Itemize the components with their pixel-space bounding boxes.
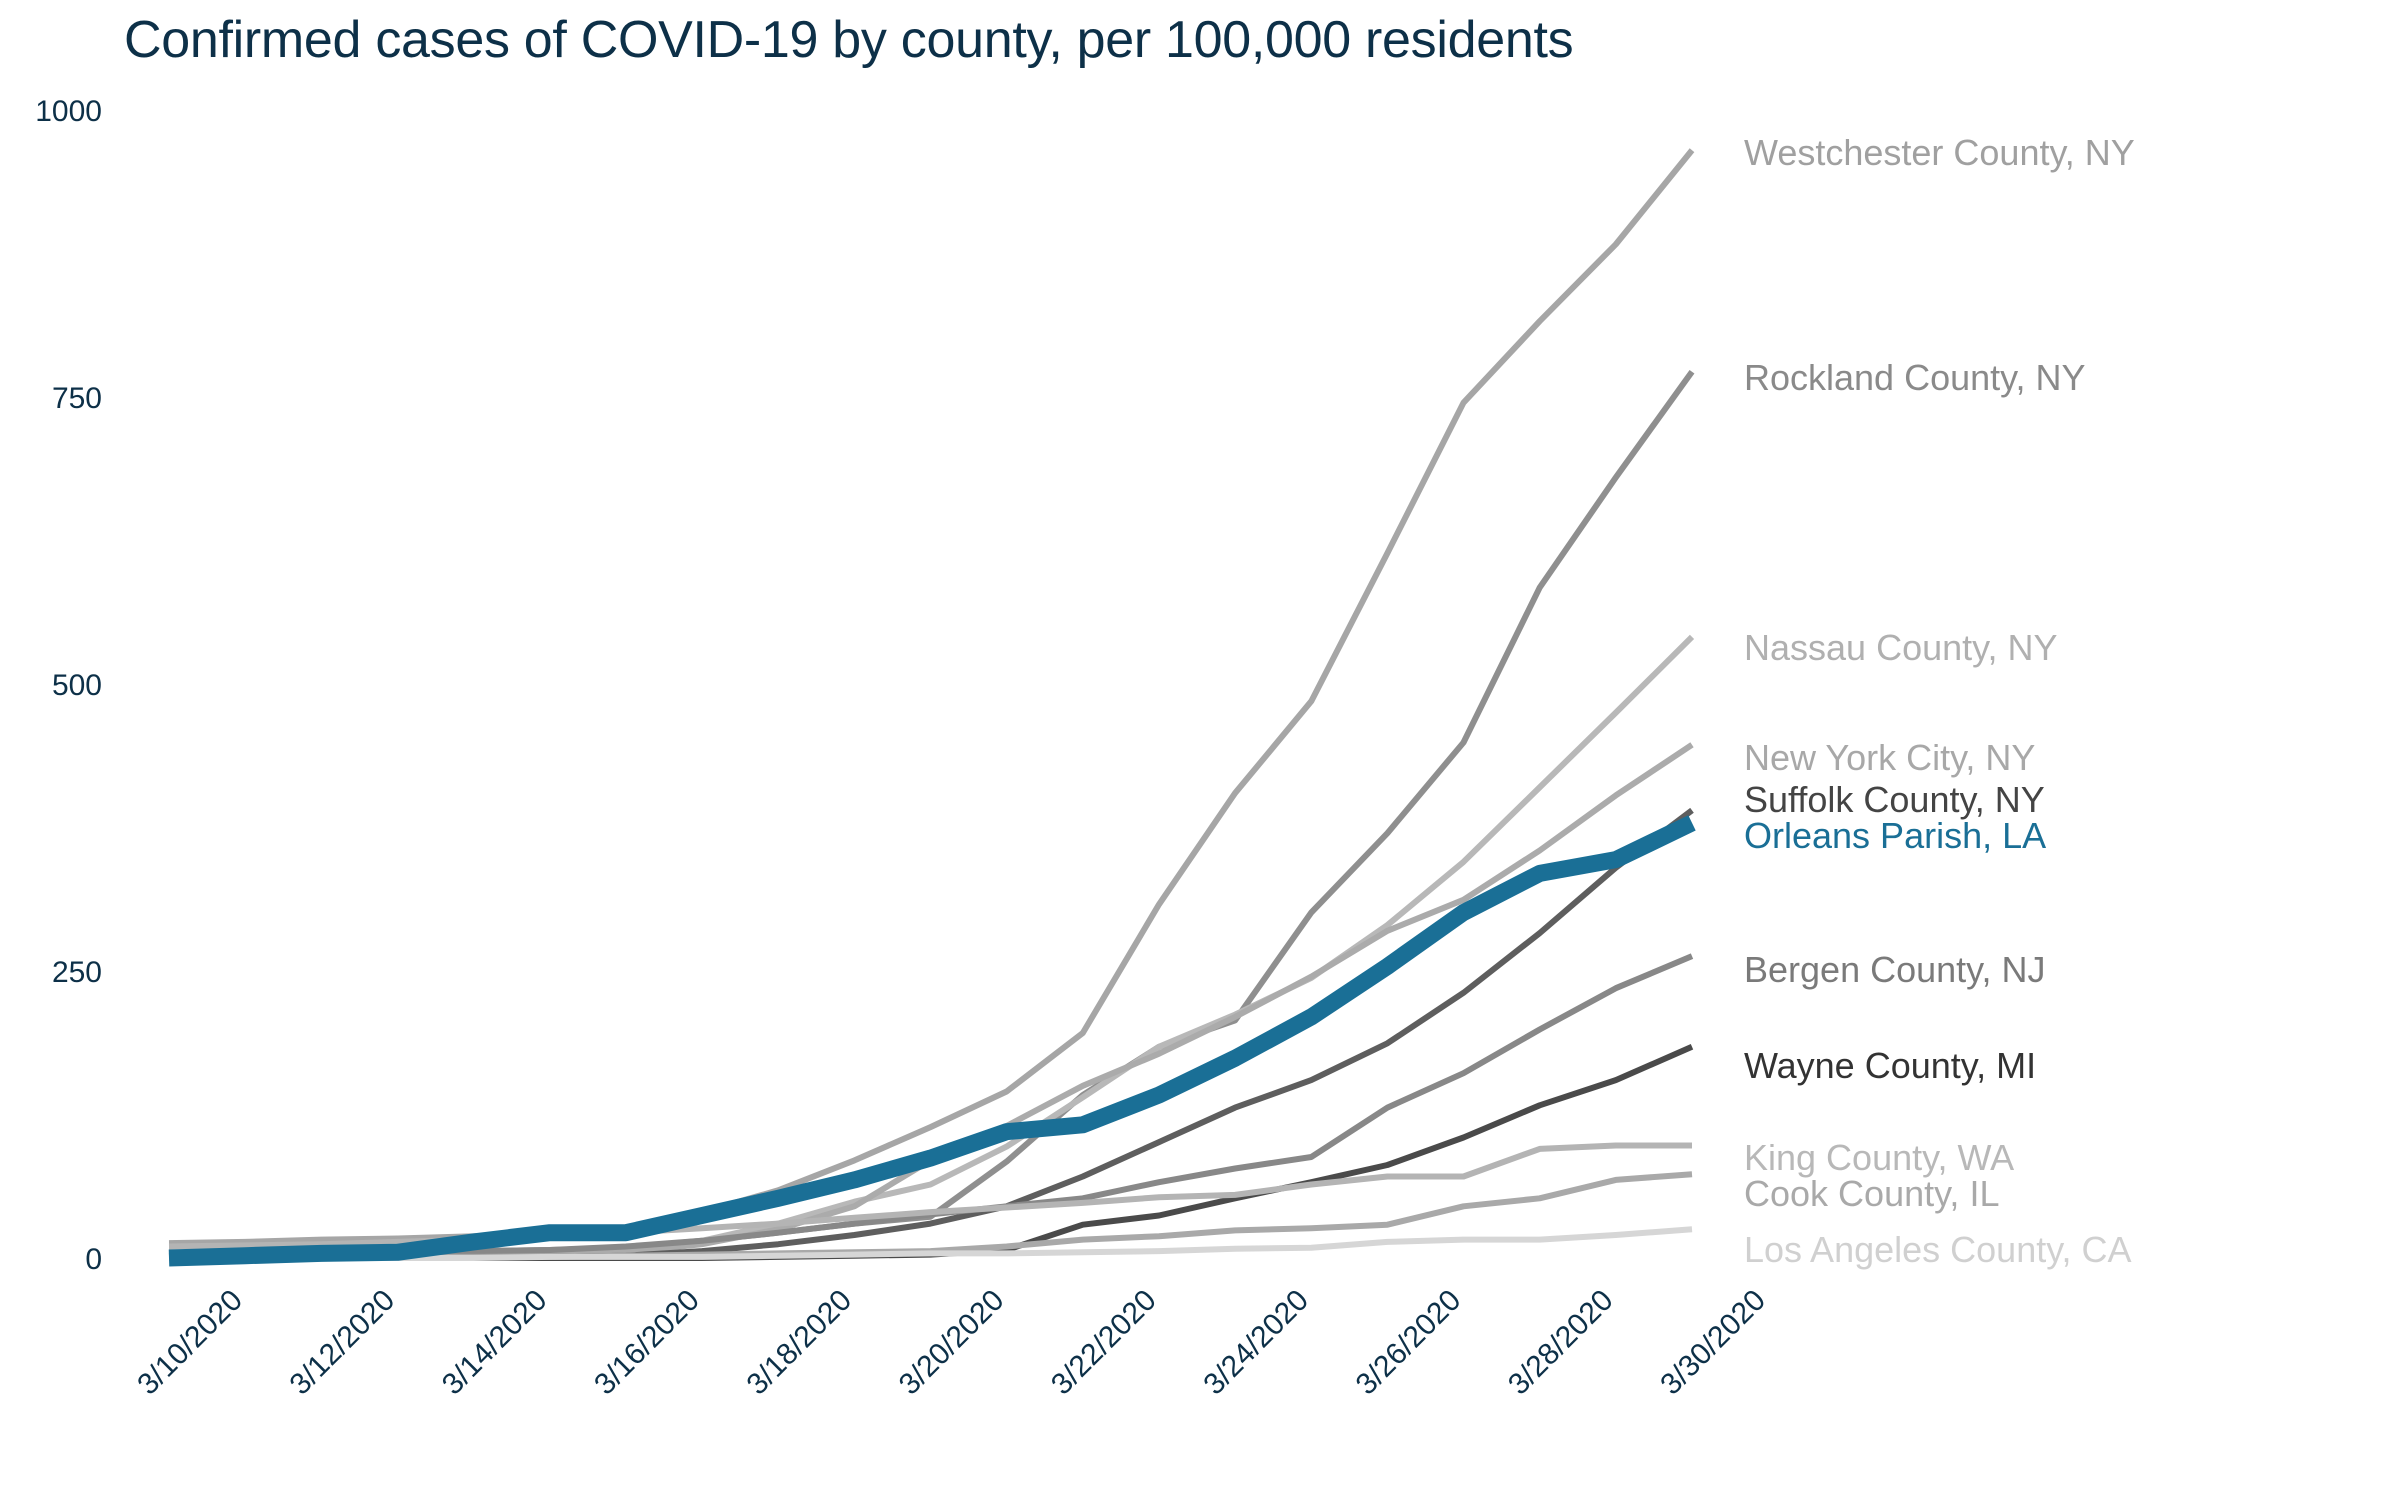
series-label-king-county-wa: King County, WA [1744,1137,2014,1178]
x-tick-label: 3/18/2020 [740,1284,858,1402]
y-tick-label: 500 [52,669,102,702]
chart-title: Confirmed cases of COVID-19 by county, p… [124,11,1574,69]
series-line-suffolk-county-ny [169,807,1694,1261]
x-tick-label: 3/28/2020 [1502,1284,1620,1402]
y-tick-label: 1000 [35,95,102,128]
x-tick-label: 3/24/2020 [1197,1284,1315,1402]
series-label-wayne-county-mi: Wayne County, MI [1744,1045,2036,1086]
x-tick-label: 3/20/2020 [893,1284,1011,1402]
series-label-westchester-county-ny: Westchester County, NY [1744,132,2135,173]
series-label-new-york-city-ny: New York City, NY [1744,737,2035,778]
series-label-rockland-county-ny: Rockland County, NY [1744,357,2086,398]
x-tick-label: 3/26/2020 [1350,1284,1468,1402]
y-tick-label: 750 [52,382,102,415]
series-labels: Westchester County, NY Rockland County, N… [1744,132,2135,1270]
series-label-cook-county-il: Cook County, IL [1744,1173,1999,1214]
series-line-new-york-city-ny [169,742,1694,1261]
series-label-suffolk-county-ny: Suffolk County, NY [1744,779,2045,820]
series-label-los-angeles-county-ca: Los Angeles County, CA [1744,1229,2132,1270]
x-tick-label: 3/10/2020 [131,1284,249,1402]
series-label-orleans-parish-la: Orleans Parish, LA [1744,815,2046,856]
series-line-westchester-county-ny [168,148,1695,1247]
x-tick-label: 3/14/2020 [436,1284,554,1402]
series-lines [168,148,1696,1267]
y-tick-label: 0 [85,1243,102,1276]
x-axis: 3/10/2020 3/12/2020 3/14/2020 3/16/2020 3/18… [131,1284,1772,1402]
series-line-rockland-county-ny [168,369,1695,1259]
x-tick-label: 3/22/2020 [1045,1284,1163,1402]
x-tick-label: 3/16/2020 [588,1284,706,1402]
x-tick-label: 3/30/2020 [1654,1284,1772,1402]
x-tick-label: 3/12/2020 [284,1284,402,1402]
y-axis: 0 250 500 750 1000 [35,95,102,1276]
series-line-los-angeles-county-ca [169,1226,1693,1261]
series-line-orleans-parish-la [168,815,1696,1267]
series-label-bergen-county-nj: Bergen County, NJ [1744,949,2045,990]
y-tick-label: 250 [52,956,102,989]
series-label-nassau-county-ny: Nassau County, NY [1744,627,2057,668]
